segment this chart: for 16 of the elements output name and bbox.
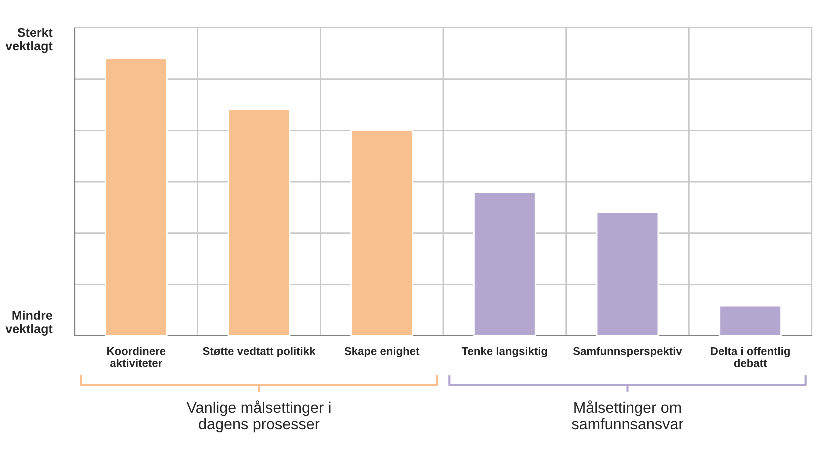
x-tick-label: Koordinere aktiviteter <box>108 347 166 368</box>
text: Sterkt vektlagt <box>6 28 53 54</box>
text: Mindre vektlagt <box>6 310 53 336</box>
bar <box>719 305 782 336</box>
x-tick-label: Tenke langsiktig <box>462 347 548 358</box>
x-tick-label: Støtte vedtatt politikk <box>203 347 316 358</box>
bar <box>228 108 291 336</box>
bar <box>596 212 660 336</box>
x-tick-label: Samfunnsperspektiv <box>573 347 682 358</box>
bar <box>474 192 536 336</box>
bar <box>350 130 414 336</box>
bar <box>105 58 168 336</box>
x-tick-label: Delta i offentlig debatt <box>711 347 790 368</box>
x-tick-label: Skape enighet <box>344 347 420 358</box>
text: Vanlige målsettinger i dagens prosesser <box>186 400 331 433</box>
text: Målsettinger om samfunnsansvar <box>572 400 684 430</box>
